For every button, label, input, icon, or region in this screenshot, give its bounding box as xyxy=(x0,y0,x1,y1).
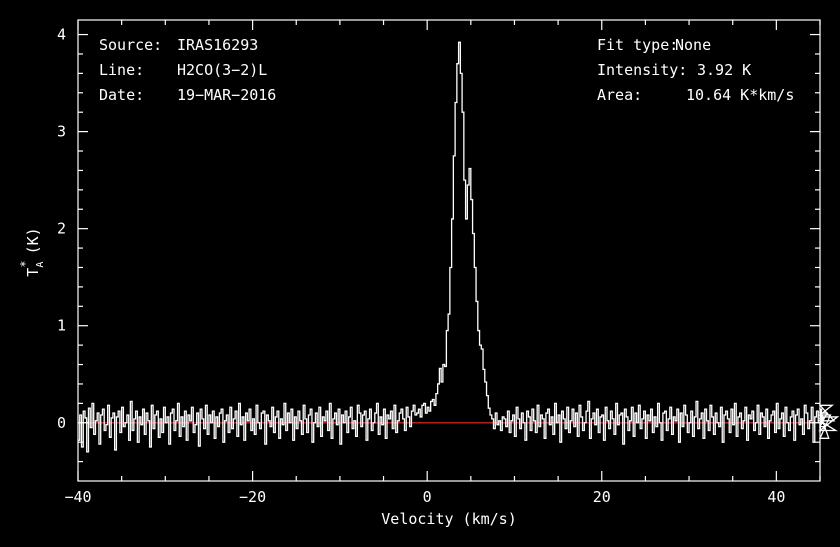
y-tick-label: 3 xyxy=(57,123,66,141)
spectrum-line xyxy=(78,41,840,453)
intensity-label: Intensity: xyxy=(597,61,687,79)
info-right-block: Fit type: None Intensity: 3.92 K Area: 1… xyxy=(597,36,794,104)
area-value: 10.64 K*km/s xyxy=(686,86,794,104)
intensity-value: 3.92 K xyxy=(697,61,751,79)
fit-type-label: Fit type: xyxy=(597,36,678,54)
y-axis-label-unit: (K) xyxy=(24,227,42,254)
svg-text:TA*(K): TA* (K) xyxy=(18,227,46,276)
y-axis-label-sup: * xyxy=(18,260,32,267)
source-label: Source: xyxy=(99,36,162,54)
x-tick-label: 0 xyxy=(423,488,432,506)
source-value: IRAS16293 xyxy=(177,36,258,54)
line-label: Line: xyxy=(99,61,144,79)
y-axis-label-main: T xyxy=(24,268,42,277)
info-left-block: Source: IRAS16293 Line: H2CO(3−2)L Date:… xyxy=(99,36,276,104)
date-label: Date: xyxy=(99,86,144,104)
fit-type-value: None xyxy=(675,36,711,54)
y-axis-label-sub: A xyxy=(35,262,46,268)
x-tick-label: 20 xyxy=(593,488,611,506)
x-tick-label: −40 xyxy=(64,488,91,506)
x-tick-label: −20 xyxy=(239,488,266,506)
y-tick-label: 2 xyxy=(57,220,66,238)
date-value: 19−MAR−2016 xyxy=(177,86,276,104)
y-tick-label: 1 xyxy=(57,317,66,335)
y-axis-label: TA* (K) xyxy=(18,227,46,276)
plot-frame xyxy=(77,19,821,482)
y-tick-label: 0 xyxy=(57,414,66,432)
line-value: H2CO(3−2)L xyxy=(177,61,267,79)
area-label: Area: xyxy=(597,86,642,104)
x-tick-label: 40 xyxy=(767,488,785,506)
y-tick-label: 4 xyxy=(57,26,66,44)
spectrum-marks: −40 −20 0 20 40 0 1 2 3 4 xyxy=(57,19,840,506)
x-axis-label: Velocity (km/s) xyxy=(381,510,516,528)
